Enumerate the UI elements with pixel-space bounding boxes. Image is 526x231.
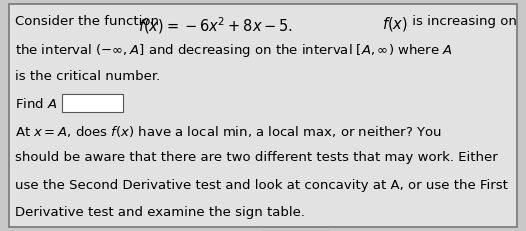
Text: Derivative test and examine the sign table.: Derivative test and examine the sign tab…: [15, 206, 305, 219]
Text: is the critical number.: is the critical number.: [15, 70, 160, 82]
Text: use the Second Derivative test and look at concavity at A, or use the First: use the Second Derivative test and look …: [15, 179, 508, 191]
Text: $f(x)$: $f(x)$: [382, 15, 408, 33]
Text: is increasing on: is increasing on: [408, 15, 517, 28]
Text: $f(x) = -6x^2 + 8x - 5.$: $f(x) = -6x^2 + 8x - 5.$: [138, 15, 293, 36]
Text: Find $A$: Find $A$: [15, 97, 57, 111]
Text: the interval $(-\infty, A]$ and decreasing on the interval $[A, \infty)$ where $: the interval $(-\infty, A]$ and decreasi…: [15, 42, 452, 59]
FancyBboxPatch shape: [62, 94, 123, 112]
FancyBboxPatch shape: [9, 4, 517, 227]
Text: At $x = A$, does $f(x)$ have a local min, a local max, or neither? You: At $x = A$, does $f(x)$ have a local min…: [15, 124, 442, 139]
Text: should be aware that there are two different tests that may work. Either: should be aware that there are two diffe…: [15, 151, 498, 164]
Text: Consider the function: Consider the function: [15, 15, 163, 28]
